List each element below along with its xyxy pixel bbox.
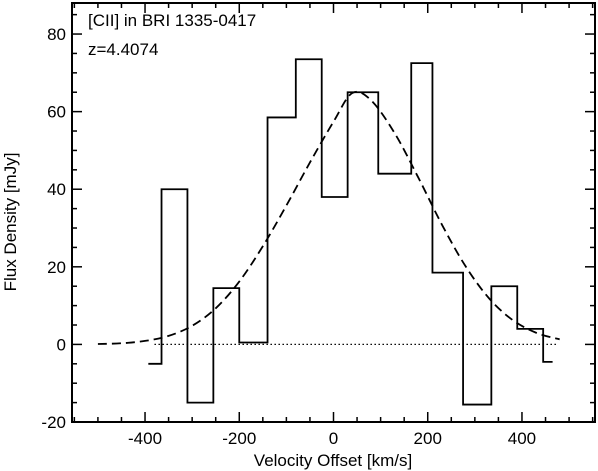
x-tick-label: 400 [508, 429, 536, 448]
x-tick-label: -200 [222, 429, 256, 448]
axis-ticks [72, 3, 595, 423]
histogram-line [148, 58, 553, 406]
y-tick-label: 0 [57, 335, 66, 354]
gaussian-fit-line [97, 90, 560, 345]
annotation-line-1: [CII] in BRI 1335-0417 [88, 11, 256, 30]
y-axis-label: Flux Density [mJy] [1, 153, 20, 292]
y-tick-label: -20 [41, 413, 66, 432]
series-group [97, 58, 560, 406]
x-tick-label: 200 [414, 429, 442, 448]
plot-frame [71, 2, 596, 423]
x-tick-label: 0 [329, 429, 338, 448]
x-axis-label: Velocity Offset [km/s] [254, 451, 412, 470]
y-tick-label: 60 [47, 103, 66, 122]
y-tick-label: 20 [47, 258, 66, 277]
y-tick-label: 80 [47, 25, 66, 44]
y-tick-label: 40 [47, 180, 66, 199]
annotation-line-2: z=4.4074 [88, 40, 158, 59]
x-tick-label: -400 [128, 429, 162, 448]
